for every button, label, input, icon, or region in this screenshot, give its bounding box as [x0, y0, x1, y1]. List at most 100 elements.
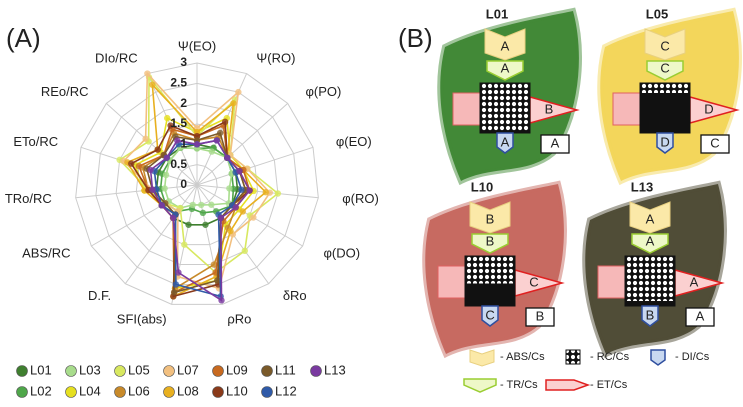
point	[142, 135, 149, 142]
legend-et	[545, 379, 591, 391]
et-label: C	[529, 274, 538, 289]
legend-di	[650, 349, 666, 366]
point	[235, 88, 242, 96]
r-tick-label: 1.5	[170, 116, 187, 130]
point	[172, 281, 180, 288]
point	[149, 81, 156, 88]
point	[161, 185, 168, 192]
r-tick-label: 0.5	[170, 157, 187, 171]
spoke	[75, 184, 198, 199]
point	[241, 247, 249, 255]
axis-label: Ψ(EO)	[178, 38, 216, 53]
point	[163, 154, 170, 161]
di-shape	[496, 132, 514, 154]
abs-shape	[644, 28, 686, 61]
tr-shape	[486, 60, 524, 81]
panel-label: (B)	[398, 23, 433, 53]
legend-label: L13	[324, 362, 346, 377]
legend-swatch	[261, 386, 273, 398]
leaf-title: L05	[646, 6, 668, 21]
point	[214, 277, 221, 284]
point	[167, 122, 174, 129]
tr-label: B	[486, 233, 495, 248]
spoke	[124, 184, 198, 284]
legend-swatch	[16, 386, 28, 398]
di-label: A	[501, 134, 510, 149]
di-label: B	[646, 307, 655, 322]
legend-swatch	[16, 365, 28, 377]
grid-ring	[115, 103, 279, 266]
point	[149, 186, 156, 193]
leaf-title: L01	[486, 6, 508, 21]
rc-inactive	[480, 130, 530, 133]
point	[147, 166, 154, 174]
et-label: D	[704, 101, 713, 116]
legend-label: L05	[128, 362, 150, 377]
point	[216, 129, 224, 137]
legend-tr	[463, 378, 497, 393]
series-line	[122, 71, 271, 290]
legend-label: L06	[128, 383, 150, 398]
point	[164, 114, 171, 122]
et-label: B	[545, 101, 554, 116]
point	[158, 202, 165, 209]
legend-label: L12	[275, 383, 297, 398]
rc-box	[685, 307, 715, 327]
legend-swatch	[163, 365, 175, 377]
legend-swatch	[310, 365, 322, 377]
rc-label: A	[696, 308, 705, 323]
tr-label: C	[660, 60, 669, 75]
legend-label: L04	[79, 383, 101, 398]
axis-label: δRo	[283, 288, 307, 303]
legend-swatch	[212, 365, 224, 377]
series-line	[149, 139, 251, 302]
panel-label: (A)	[6, 23, 41, 53]
point	[189, 201, 196, 209]
spoke	[106, 102, 198, 186]
di-shape	[481, 305, 499, 327]
point	[262, 189, 269, 196]
series-line	[153, 139, 243, 298]
legend-label: L08	[177, 383, 199, 398]
point	[246, 187, 253, 194]
point	[232, 204, 239, 211]
energy-input	[437, 265, 466, 299]
point	[227, 227, 234, 235]
abs-label: B	[486, 211, 495, 226]
point	[274, 190, 282, 197]
point	[193, 141, 201, 148]
abs-shape	[484, 28, 526, 61]
legend-label: L11	[275, 362, 296, 377]
axis-label: φ(RO)	[342, 191, 379, 206]
point	[154, 146, 161, 153]
point	[221, 118, 229, 126]
point	[128, 160, 135, 167]
rc-inactive	[640, 93, 690, 133]
legend-label: - RC/Cs	[590, 351, 630, 363]
series-line	[163, 147, 233, 209]
spoke	[196, 146, 314, 186]
legend-label: - DI/Cs	[675, 351, 710, 363]
spoke	[196, 184, 319, 199]
r-tick-label: 2.5	[170, 76, 187, 90]
point	[181, 241, 188, 248]
point	[208, 201, 215, 208]
tr-label: A	[646, 233, 655, 248]
tr-label: A	[501, 60, 510, 75]
energy-input	[612, 92, 641, 126]
abs-shape	[629, 201, 671, 234]
r-tick-label: 0	[180, 177, 187, 191]
legend-swatch	[114, 386, 126, 398]
rc-box	[700, 134, 730, 154]
legend-swatch	[114, 365, 126, 377]
point	[162, 171, 170, 179]
point	[250, 214, 257, 221]
legend-swatch	[163, 386, 175, 398]
leaf-title: L10	[471, 179, 493, 194]
axis-label: φ(PO)	[305, 84, 341, 99]
point	[173, 137, 181, 144]
point	[170, 289, 178, 296]
axis-label: DIo/RC	[95, 50, 138, 65]
point	[218, 297, 225, 304]
